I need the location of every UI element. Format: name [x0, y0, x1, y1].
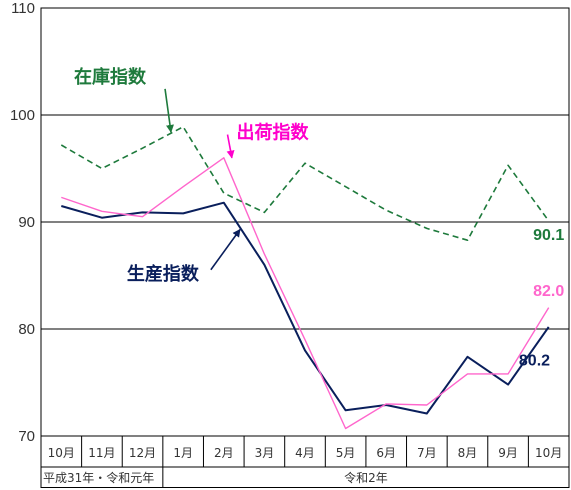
x-category-label: 11月 [88, 446, 115, 460]
y-tick-label: 100 [10, 107, 35, 124]
x-category-label: 9月 [498, 446, 518, 460]
end-value-label: 80.2 [519, 352, 550, 369]
series-line-1 [61, 157, 550, 430]
end-value-label: 82.0 [533, 283, 564, 300]
y-tick-label: 80 [18, 321, 35, 338]
x-category-label: 3月 [255, 446, 275, 460]
plot-frame [40, 7, 570, 437]
y-tick-label: 90 [18, 214, 35, 231]
y-tick-label: 110 [11, 0, 35, 17]
x-category-label: 2月 [214, 446, 234, 460]
x-category-label: 1月 [173, 446, 193, 460]
series-line-2 [60, 126, 550, 241]
y-tick-label: 70 [18, 428, 35, 445]
series-annotation-label: 出荷指数 [237, 122, 310, 144]
annotation-arrow [210, 228, 241, 271]
x-category-label: 10月 [535, 446, 562, 460]
x-category-label: 10月 [48, 446, 75, 460]
x-group-label: 令和2年 [344, 470, 388, 485]
x-category-label: 8月 [458, 446, 478, 460]
annotation-arrow [226, 134, 235, 159]
end-value-label: 90.1 [533, 227, 564, 244]
x-category-label: 12月 [129, 446, 156, 460]
x-category-label: 6月 [376, 446, 396, 460]
x-group-label: 平成31年・令和元年 [43, 470, 154, 485]
x-category-label: 5月 [336, 446, 356, 460]
series-annotation-label: 在庫指数 [74, 66, 147, 88]
series-annotation-label: 生産指数 [127, 263, 200, 285]
x-category-label: 7月 [417, 446, 437, 460]
series-line-0 [61, 201, 550, 415]
x-category-label: 4月 [295, 446, 315, 460]
annotation-arrow [164, 88, 174, 133]
